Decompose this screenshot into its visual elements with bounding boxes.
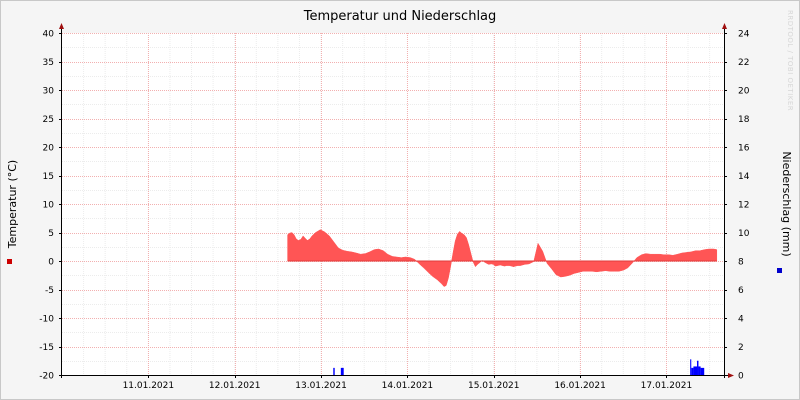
right-tick-label: 14 [738,172,750,182]
precipitation-bar [698,366,701,375]
right-tick-label: 2 [738,343,744,353]
left-tick-label: 25 [43,115,54,125]
axes [59,23,734,378]
left-tick-label: -5 [45,286,54,296]
precipitation-bar [690,359,692,375]
precipitation-bar [340,367,344,375]
precipitation-bar [333,367,335,375]
precipitation-bar [700,367,705,375]
x-tick-label: 12.01.2021 [209,381,261,391]
rrdtool-watermark: RRDTOOL / TOBI OETIKER [786,10,794,111]
temperature-legend-marker [7,259,12,264]
left-axis-label: Temperatur (°C) [6,160,19,249]
right-tick-label: 22 [738,58,749,68]
right-tick-label: 18 [738,115,750,125]
left-tick-label: -15 [39,343,54,353]
left-tick-label: 20 [43,144,55,154]
temperature-area [287,229,718,287]
x-tick-label: 16.01.2021 [554,381,606,391]
right-tick-label: 10 [738,229,750,239]
precipitation-bar [691,367,694,375]
right-axis-arrow [722,23,727,29]
precipitation-bars [333,359,705,375]
left-tick-label: 5 [48,229,54,239]
left-tick-label: 15 [43,172,54,182]
left-tick-label: 0 [48,258,54,268]
x-tick-label: 14.01.2021 [382,381,434,391]
precipitation-bar [697,360,699,375]
right-tick-label: 8 [738,258,744,268]
left-tick-label: 30 [43,87,55,97]
left-axis-arrow [59,23,64,29]
right-tick-label: 4 [738,315,744,325]
right-tick-label: 20 [738,87,750,97]
right-tick-label: 6 [738,286,744,296]
left-tick-label: -20 [39,372,54,382]
x-axis-arrow [728,373,734,378]
right-tick-label: 0 [738,372,744,382]
precipitation-bar [693,366,698,375]
left-tick-label: 35 [43,58,54,68]
right-tick-label: 16 [738,144,750,154]
right-axis-label: Niederschlag (mm) [780,151,793,256]
x-tick-label: 17.01.2021 [641,381,693,391]
right-tick-label: 24 [738,30,750,40]
x-tick-label: 11.01.2021 [123,381,175,391]
x-tick-label: 15.01.2021 [468,381,520,391]
major-grid [62,33,724,375]
temperature-area-path [287,229,718,287]
left-tick-label: 10 [43,201,55,211]
left-tick-label: 40 [43,30,55,40]
tick-labels: -20-15-10-505101520253035400246810121416… [39,30,749,392]
left-tick-label: -10 [39,315,54,325]
right-tick-label: 12 [738,201,749,211]
precipitation-legend-marker [777,268,782,273]
chart-title: Temperatur und Niederschlag [303,9,497,24]
x-tick-label: 13.01.2021 [295,381,347,391]
